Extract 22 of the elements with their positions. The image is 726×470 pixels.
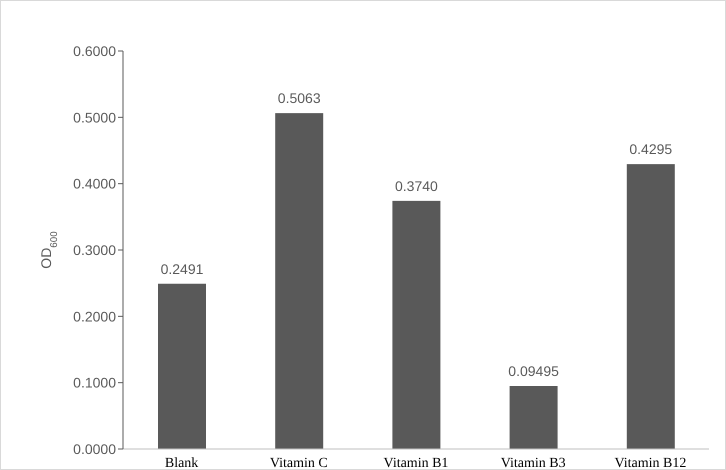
y-tick-label: 0.0000	[73, 440, 116, 457]
y-tick-label: 0.6000	[73, 42, 116, 59]
data-label: 0.09495	[508, 363, 560, 380]
data-label: 0.2491	[160, 260, 204, 277]
y-tick-label: 0.1000	[73, 374, 116, 391]
y-tick-label: 0.5000	[73, 109, 116, 126]
data-label: 0.4295	[629, 141, 672, 158]
x-tick-label: Vitamin B3	[500, 456, 566, 470]
bar	[510, 386, 558, 449]
x-tick-label: Vitamin B1	[384, 456, 448, 470]
bar	[275, 113, 324, 449]
y-tick-label: 0.2000	[73, 308, 116, 324]
bar	[392, 200, 440, 449]
data-label: 0.5063	[278, 90, 321, 106]
x-tick-label: Blank	[164, 456, 198, 470]
bar	[626, 164, 675, 449]
bar	[158, 284, 206, 449]
y-tick-label: 0.3000	[73, 242, 116, 258]
data-label: 0.3740	[394, 178, 438, 194]
x-tick-label: Vitamin C	[270, 456, 328, 470]
y-tick-label: 0.4000	[73, 176, 116, 192]
x-tick-label: Vitamin B12	[614, 456, 686, 470]
